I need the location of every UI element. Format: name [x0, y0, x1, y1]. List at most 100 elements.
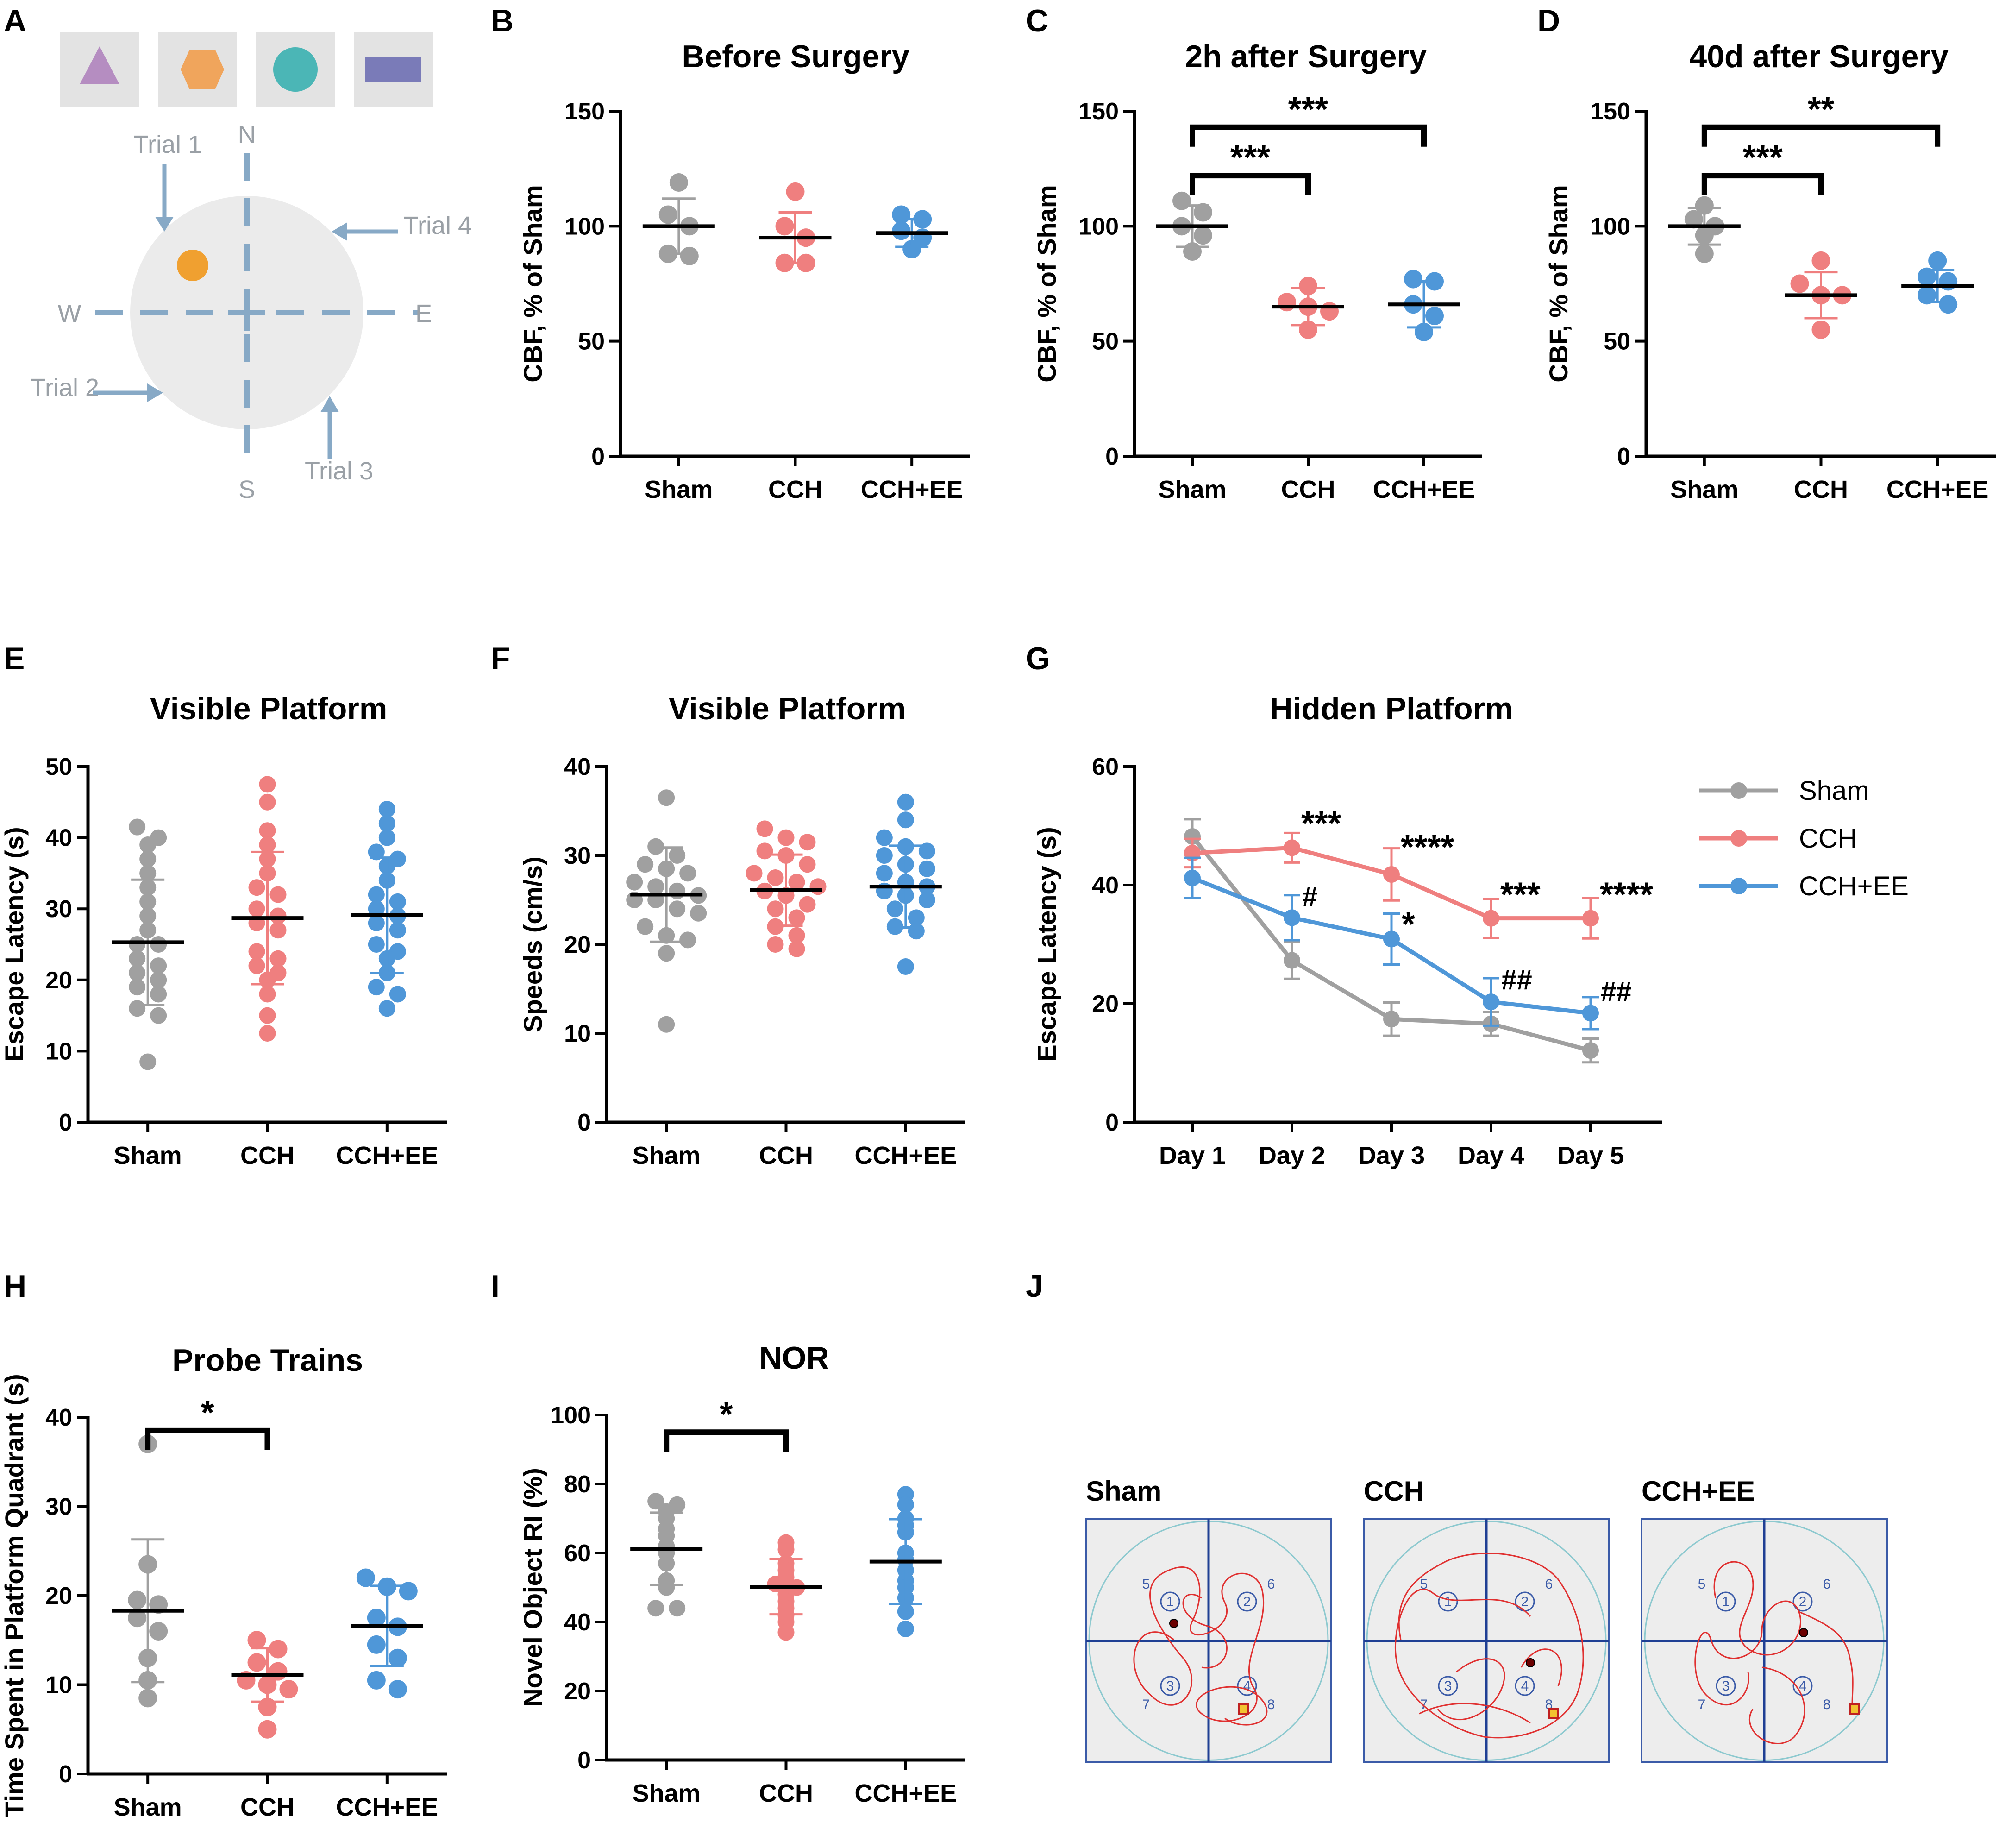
x-tick-label-cch: CCH	[240, 1142, 295, 1169]
significance-label: ***	[1288, 90, 1328, 128]
data-point-cch	[259, 793, 276, 811]
data-point-cch-ee	[368, 936, 385, 953]
y-tick-label: 20	[45, 1583, 72, 1609]
data-point-sham	[658, 945, 675, 962]
x-tick-label-cch-ee: CCH+EE	[861, 476, 963, 503]
data-point-cch	[777, 1624, 795, 1641]
data-point-cch-ee	[389, 893, 406, 910]
y-tick-label: 150	[1590, 98, 1630, 125]
legend-marker-sham	[1730, 782, 1747, 799]
panel-label-e: E	[4, 641, 25, 676]
significance-annotation: ***	[1500, 875, 1541, 914]
track-label-sham: Sham	[1086, 1476, 1161, 1507]
circle-icon	[273, 47, 318, 92]
data-point-cch-ee	[378, 801, 395, 818]
zone-number: 4	[1521, 1678, 1529, 1694]
start-point-icon	[1799, 1628, 1808, 1637]
data-point-sham	[669, 173, 688, 192]
data-point-sham	[139, 850, 157, 867]
data-point-cch-ee	[886, 900, 903, 918]
data-point-cch-ee	[388, 1680, 407, 1699]
y-tick-label: 0	[1105, 443, 1119, 470]
platform-location-icon	[1849, 1703, 1860, 1715]
hidden-platform	[177, 250, 208, 281]
data-point-sham	[150, 936, 167, 953]
data-point-cch-ee	[897, 1603, 914, 1620]
data-point-sham	[129, 1000, 146, 1017]
x-tick-label-sham: Sham	[633, 1142, 701, 1169]
y-axis-label: CBF, % of Sham	[518, 185, 547, 382]
significance-bracket	[1190, 124, 1427, 147]
data-point-cch	[1811, 251, 1830, 270]
x-tick-label-sham: Sham	[1670, 476, 1738, 503]
compass-north: N	[238, 120, 256, 148]
zone-circle	[1792, 1676, 1813, 1696]
swim-path	[1395, 1553, 1584, 1739]
y-tick-label: 50	[1604, 328, 1630, 355]
data-point-cch-ee	[1918, 286, 1936, 305]
y-tick-label: 40	[45, 1404, 72, 1431]
data-point-cch-ee	[897, 793, 914, 811]
data-point-cch	[258, 1720, 277, 1739]
data-point-cch-ee	[918, 892, 935, 908]
panel-g-hidden-platform: Hidden Platform Escape Latency (s) 0 20 40 60…	[1032, 691, 1909, 1169]
significance-label: **	[1808, 90, 1835, 128]
data-point-cch-ee	[892, 221, 911, 240]
x-tick-label-sham: Sham	[114, 1142, 182, 1169]
panel-e-visible-platform-latency: Visible Platform Escape Latency (s) 0 10 20 3…	[0, 691, 447, 1169]
x-tick-label-cch-ee: CCH+EE	[336, 1142, 439, 1169]
y-tick-label: 40	[45, 825, 72, 852]
triangle-icon	[80, 46, 119, 84]
data-point-cch	[809, 878, 827, 895]
data-point-cch	[1582, 910, 1599, 927]
data-point-cch-ee	[368, 886, 385, 903]
data-point-cch-ee	[368, 979, 385, 996]
data-point-sham	[150, 1007, 167, 1024]
data-point-cch	[269, 886, 287, 903]
data-point-cch-ee	[368, 914, 385, 931]
x-tick-label-cch: CCH	[759, 1779, 813, 1807]
data-point-cch	[775, 217, 794, 236]
y-tick-label: 100	[564, 213, 605, 240]
data-point-cch-ee	[378, 1000, 395, 1017]
zone-number: 2	[1521, 1594, 1529, 1609]
zone-circle	[1716, 1591, 1736, 1612]
zone-circle	[1515, 1676, 1535, 1696]
significance-annotation: #	[1302, 881, 1317, 912]
significance-annotation: ##	[1501, 964, 1532, 995]
data-point-sham	[139, 836, 157, 853]
data-point-sham	[658, 1579, 675, 1596]
y-axis-label: Time Spent in Platform Quadrant (s)	[0, 1374, 29, 1817]
trial-3-arrowhead	[320, 396, 339, 412]
data-point-cch	[767, 900, 784, 918]
trial-1-label: Trial 1	[133, 131, 202, 158]
y-tick-label: 20	[564, 1678, 591, 1705]
data-point-cch	[248, 957, 265, 974]
data-point-cch	[269, 950, 287, 967]
y-tick-label: 150	[564, 98, 605, 125]
data-point-sham	[637, 918, 654, 935]
data-point-cch	[1383, 866, 1400, 883]
data-point-cch-ee	[1939, 272, 1958, 291]
data-point-sham	[139, 1053, 157, 1070]
data-point-sham	[669, 847, 686, 864]
y-tick-label: 50	[45, 754, 72, 780]
swim-path	[1694, 1561, 1854, 1745]
swim-track-sham: 1 2 3 4 5 6 7 8	[1085, 1518, 1332, 1763]
data-point-cch-ee	[1918, 267, 1936, 286]
y-tick-label: 150	[1078, 98, 1119, 125]
x-tick-label-cch-ee: CCH+EE	[1373, 476, 1475, 503]
x-tick-label-day-1: Day 1	[1159, 1142, 1226, 1169]
y-tick-label: 40	[564, 1609, 591, 1636]
start-point-icon	[1169, 1619, 1178, 1628]
panel-a-maze-schematic: N S W E Trial 1 Trial 2 Trial 3 Trial 4	[31, 32, 472, 503]
data-point-sham	[658, 789, 675, 806]
panel-b-before-surgery: Before Surgery CBF, % of Sham 0 50 100 150 Sha…	[518, 39, 970, 503]
data-point-cch	[767, 869, 784, 886]
trial-4-label: Trial 4	[403, 212, 472, 239]
data-point-sham	[1695, 244, 1714, 263]
data-point-sham	[1284, 952, 1300, 969]
panel-h-probe-trials: Probe Trains Time Spent in Platform Quadr…	[0, 1343, 447, 1821]
data-point-sham	[647, 1493, 664, 1510]
data-point-cch-ee	[918, 842, 935, 860]
